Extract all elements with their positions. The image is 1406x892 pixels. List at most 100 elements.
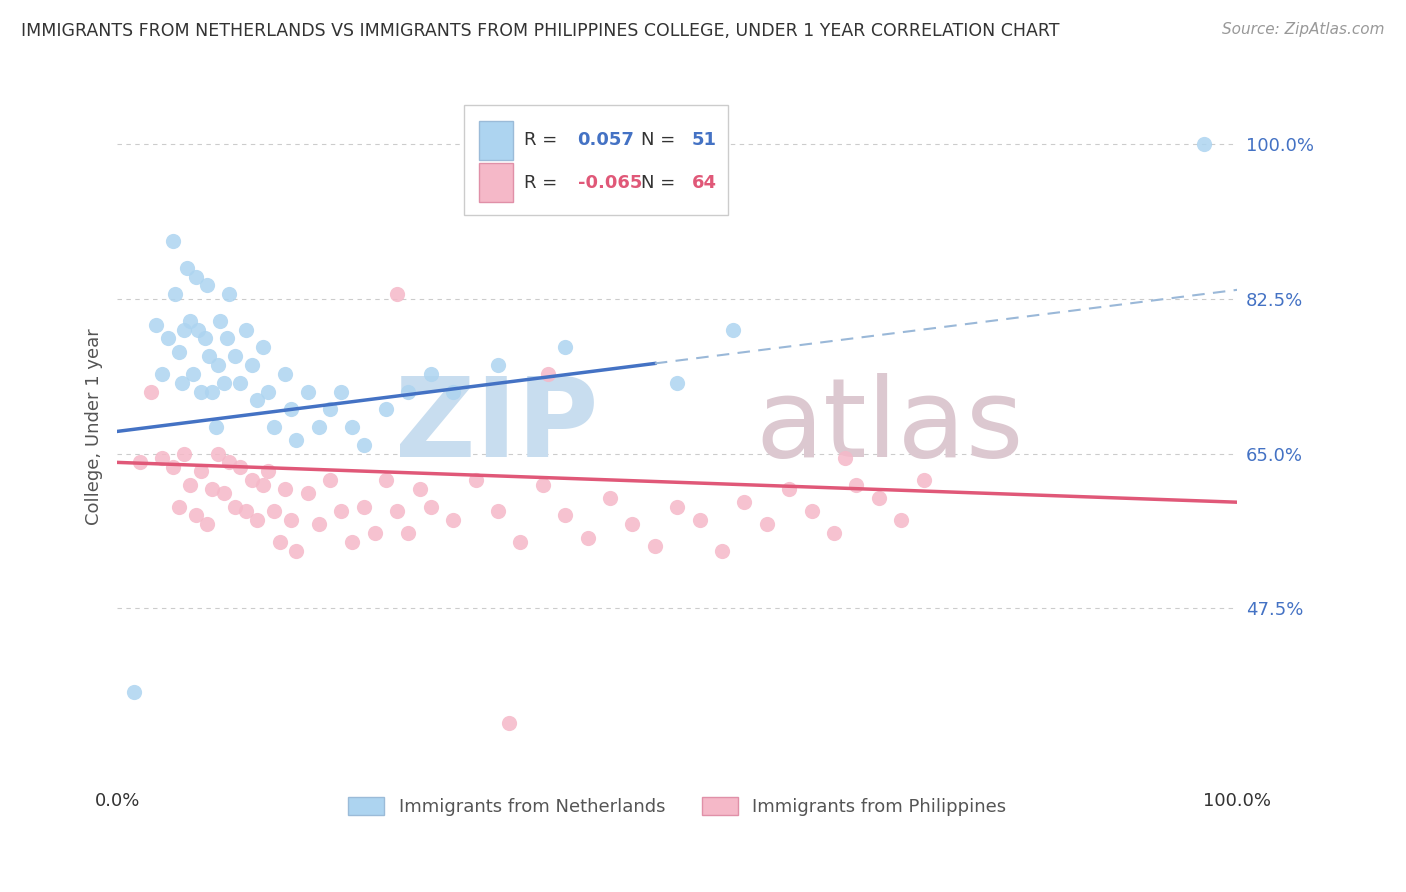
Point xyxy=(218,455,240,469)
Point xyxy=(554,340,576,354)
Text: N =: N = xyxy=(641,174,682,192)
Point xyxy=(644,540,666,554)
Point xyxy=(778,482,800,496)
Point xyxy=(179,314,201,328)
Point xyxy=(576,531,599,545)
FancyBboxPatch shape xyxy=(464,105,728,215)
Point xyxy=(167,500,190,514)
Y-axis label: College, Under 1 year: College, Under 1 year xyxy=(86,328,103,525)
Point xyxy=(621,517,644,532)
Point xyxy=(201,384,224,399)
Text: R =: R = xyxy=(524,131,562,149)
Point xyxy=(201,482,224,496)
Point xyxy=(218,287,240,301)
Point xyxy=(396,384,419,399)
Point xyxy=(912,473,935,487)
Point xyxy=(755,517,778,532)
FancyBboxPatch shape xyxy=(479,120,513,160)
Text: Source: ZipAtlas.com: Source: ZipAtlas.com xyxy=(1222,22,1385,37)
Point xyxy=(297,486,319,500)
Point xyxy=(375,402,398,417)
Text: 64: 64 xyxy=(692,174,717,192)
Point xyxy=(509,535,531,549)
Point xyxy=(330,384,353,399)
Text: atlas: atlas xyxy=(755,374,1024,481)
Point xyxy=(890,513,912,527)
Point xyxy=(269,535,291,549)
Legend: Immigrants from Netherlands, Immigrants from Philippines: Immigrants from Netherlands, Immigrants … xyxy=(339,788,1015,825)
Point xyxy=(319,402,342,417)
Point xyxy=(834,450,856,465)
Point xyxy=(167,344,190,359)
Point xyxy=(252,477,274,491)
Point xyxy=(387,287,409,301)
FancyBboxPatch shape xyxy=(479,163,513,202)
Text: N =: N = xyxy=(641,131,682,149)
Point xyxy=(274,367,297,381)
Point xyxy=(419,367,441,381)
Point xyxy=(235,504,257,518)
Point xyxy=(229,459,252,474)
Point xyxy=(224,349,246,363)
Point xyxy=(599,491,621,505)
Point xyxy=(128,455,150,469)
Point xyxy=(246,513,269,527)
Point xyxy=(240,473,263,487)
Point xyxy=(198,349,221,363)
Point xyxy=(1192,136,1215,151)
Point xyxy=(441,384,464,399)
Point xyxy=(224,500,246,514)
Point xyxy=(498,716,520,731)
Point xyxy=(689,513,711,527)
Point xyxy=(173,446,195,460)
Point xyxy=(280,513,302,527)
Point xyxy=(733,495,755,509)
Point xyxy=(280,402,302,417)
Point xyxy=(666,500,689,514)
Point xyxy=(554,508,576,523)
Point xyxy=(215,331,238,345)
Point xyxy=(408,482,430,496)
Point xyxy=(209,314,232,328)
Point xyxy=(162,459,184,474)
Point xyxy=(207,446,229,460)
Point xyxy=(179,477,201,491)
Point xyxy=(257,384,280,399)
Text: 51: 51 xyxy=(692,131,717,149)
Point xyxy=(195,517,218,532)
Point xyxy=(330,504,353,518)
Point xyxy=(531,477,554,491)
Point xyxy=(486,358,509,372)
Point xyxy=(711,544,734,558)
Point xyxy=(183,367,205,381)
Point xyxy=(184,269,207,284)
Point xyxy=(486,504,509,518)
Text: ZIP: ZIP xyxy=(395,374,599,481)
Point xyxy=(353,500,375,514)
Point xyxy=(122,685,145,699)
Point xyxy=(229,376,252,390)
Text: 0.057: 0.057 xyxy=(578,131,634,149)
Point xyxy=(187,323,209,337)
Point xyxy=(537,367,560,381)
Point xyxy=(173,323,195,337)
Point xyxy=(150,450,173,465)
Point xyxy=(184,508,207,523)
Point xyxy=(139,384,162,399)
Point xyxy=(342,420,364,434)
Point xyxy=(252,340,274,354)
Point xyxy=(190,464,212,478)
Point xyxy=(375,473,398,487)
Point xyxy=(800,504,823,518)
Text: -0.065: -0.065 xyxy=(578,174,643,192)
Point xyxy=(156,331,179,345)
Point xyxy=(319,473,342,487)
Point xyxy=(145,318,167,333)
Point xyxy=(396,526,419,541)
Point xyxy=(308,420,330,434)
Point xyxy=(285,434,308,448)
Point xyxy=(364,526,387,541)
Point xyxy=(195,278,218,293)
Point xyxy=(441,513,464,527)
Text: R =: R = xyxy=(524,174,562,192)
